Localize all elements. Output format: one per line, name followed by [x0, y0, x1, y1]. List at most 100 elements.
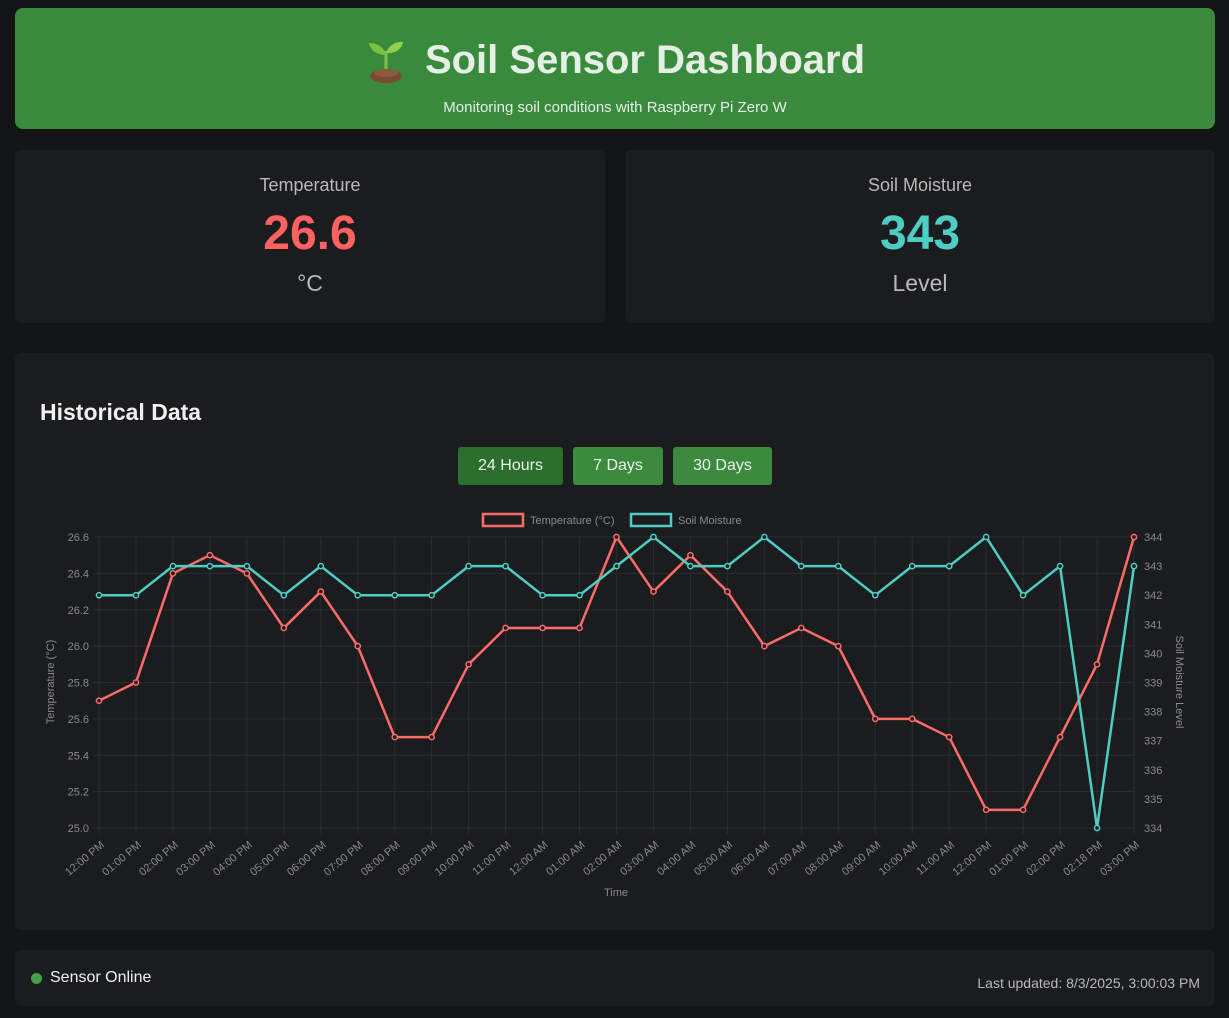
series-point-0 — [1056, 733, 1064, 741]
temperature-unit: °C — [297, 270, 323, 296]
series-point-1 — [724, 562, 731, 570]
series-point-1 — [834, 562, 842, 570]
series-point-0 — [576, 624, 583, 632]
moisture-unit: Level — [892, 270, 948, 296]
series-point-1 — [95, 591, 103, 599]
x-tick-label: 11:00 AM — [914, 839, 957, 878]
series-point-1 — [206, 562, 214, 570]
legend-label-0: Temperature (°C) — [530, 515, 614, 527]
x-tick-label: 02:00 PM — [137, 839, 181, 878]
x-tick-label: 10:00 PM — [433, 839, 477, 878]
legend-swatch-1 — [629, 512, 673, 528]
series-point-1 — [1093, 824, 1101, 832]
series-point-1 — [391, 591, 399, 599]
series-point-0 — [1019, 806, 1027, 814]
series-point-0 — [834, 642, 842, 650]
last-updated: Last updated: 8/3/2025, 3:00:03 PM — [977, 975, 1200, 991]
series-point-1 — [465, 562, 472, 570]
x-tick-label: 12:00 PM — [63, 839, 107, 878]
series-point-1 — [169, 562, 177, 570]
series-point-1 — [945, 562, 953, 570]
y-right-tick-label: 336 — [1144, 765, 1162, 777]
series-point-0 — [95, 697, 103, 705]
y-right-tick-label: 334 — [1144, 823, 1162, 835]
y-right-tick-label: 341 — [1144, 619, 1162, 631]
series-point-1 — [650, 533, 657, 541]
series-point-0 — [243, 570, 251, 577]
series-point-1 — [797, 562, 805, 570]
series-point-0 — [428, 733, 436, 741]
y-right-tick-label: 338 — [1144, 707, 1162, 719]
series-point-0 — [539, 624, 546, 632]
y-left-tick-label: 25.0 — [68, 823, 89, 835]
series-point-0 — [465, 660, 472, 668]
y-left-tick-label: 25.4 — [68, 750, 89, 762]
y-left-tick-label: 25.8 — [68, 678, 89, 690]
series-point-1 — [1130, 562, 1138, 570]
sensor-status: Sensor Online — [50, 969, 152, 986]
x-tick-label: 02:00 AM — [581, 839, 624, 878]
series-point-1 — [1019, 591, 1027, 599]
historical-data-title: Historical Data — [40, 399, 202, 425]
range-7-days-button[interactable]: 7 Days — [573, 447, 663, 485]
x-tick-label: 04:00 PM — [211, 839, 255, 878]
temperature-card: Temperature 26.6 °C — [15, 150, 605, 323]
series-point-0 — [354, 642, 362, 650]
page-title: Soil Sensor Dashboard — [15, 38, 1215, 83]
y-right-tick-label: 339 — [1144, 678, 1162, 690]
y-right-tick-label: 337 — [1144, 736, 1162, 748]
series-point-0 — [613, 533, 620, 541]
x-tick-label: 07:00 PM — [322, 839, 366, 878]
series-point-1 — [132, 591, 140, 599]
status-footer: Sensor Online Last updated: 8/3/2025, 3:… — [15, 950, 1215, 1006]
series-point-1 — [539, 591, 546, 599]
range-30-days-button[interactable]: 30 Days — [673, 447, 772, 485]
x-tick-label: 01:00 PM — [100, 839, 144, 878]
legend-swatch-0 — [481, 512, 525, 528]
series-point-0 — [317, 588, 325, 595]
series-point-1 — [871, 591, 879, 599]
dashboard-header: Soil Sensor Dashboard Monitoring soil co… — [15, 8, 1215, 129]
x-tick-label: 12:00 PM — [950, 839, 994, 878]
series-point-1 — [243, 562, 251, 570]
page-subtitle: Monitoring soil conditions with Raspberr… — [443, 99, 787, 116]
x-tick-label: 10:00 AM — [877, 839, 920, 878]
x-tick-label: 05:00 AM — [692, 839, 735, 878]
x-tick-label: 05:00 PM — [248, 839, 292, 878]
x-tick-label: 08:00 PM — [359, 839, 403, 878]
series-point-0 — [982, 806, 990, 814]
series-point-1 — [761, 533, 768, 541]
series-point-0 — [871, 715, 879, 723]
x-tick-label: 07:00 AM — [766, 839, 809, 878]
x-tick-label: 03:00 PM — [174, 839, 218, 878]
y-left-tick-label: 25.6 — [68, 714, 89, 726]
legend-label-1: Soil Moisture — [678, 515, 742, 527]
series-point-1 — [687, 562, 694, 570]
series-point-1 — [317, 562, 325, 570]
y-right-tick-label: 340 — [1144, 648, 1162, 660]
x-tick-label: 12:00 AM — [507, 839, 550, 878]
x-tick-label: 01:00 AM — [544, 839, 587, 878]
temperature-label: Temperature — [259, 175, 361, 195]
y-right-tick-label: 344 — [1144, 532, 1162, 544]
y-right-axis-title: Soil Moisture Level — [1173, 636, 1185, 729]
series-point-1 — [613, 562, 620, 570]
series-point-0 — [280, 624, 288, 632]
x-tick-label: 11:00 PM — [470, 839, 513, 878]
series-point-1 — [280, 591, 288, 599]
series-point-0 — [206, 551, 214, 559]
series-point-0 — [502, 624, 509, 632]
x-tick-label: 09:00 PM — [396, 839, 440, 878]
series-point-0 — [132, 679, 140, 686]
x-tick-label: 06:00 PM — [285, 839, 329, 878]
series-point-1 — [982, 533, 990, 541]
series-point-1 — [354, 591, 362, 599]
series-point-0 — [908, 715, 916, 723]
y-left-tick-label: 26.4 — [68, 568, 89, 580]
x-tick-label: 01:00 PM — [987, 839, 1031, 878]
x-tick-label: 08:00 AM — [803, 839, 846, 878]
series-point-0 — [724, 588, 731, 595]
y-left-axis-title: Temperature (°C) — [45, 640, 57, 724]
y-left-tick-label: 26.6 — [68, 532, 89, 544]
range-24-hours-button[interactable]: 24 Hours — [458, 447, 563, 485]
